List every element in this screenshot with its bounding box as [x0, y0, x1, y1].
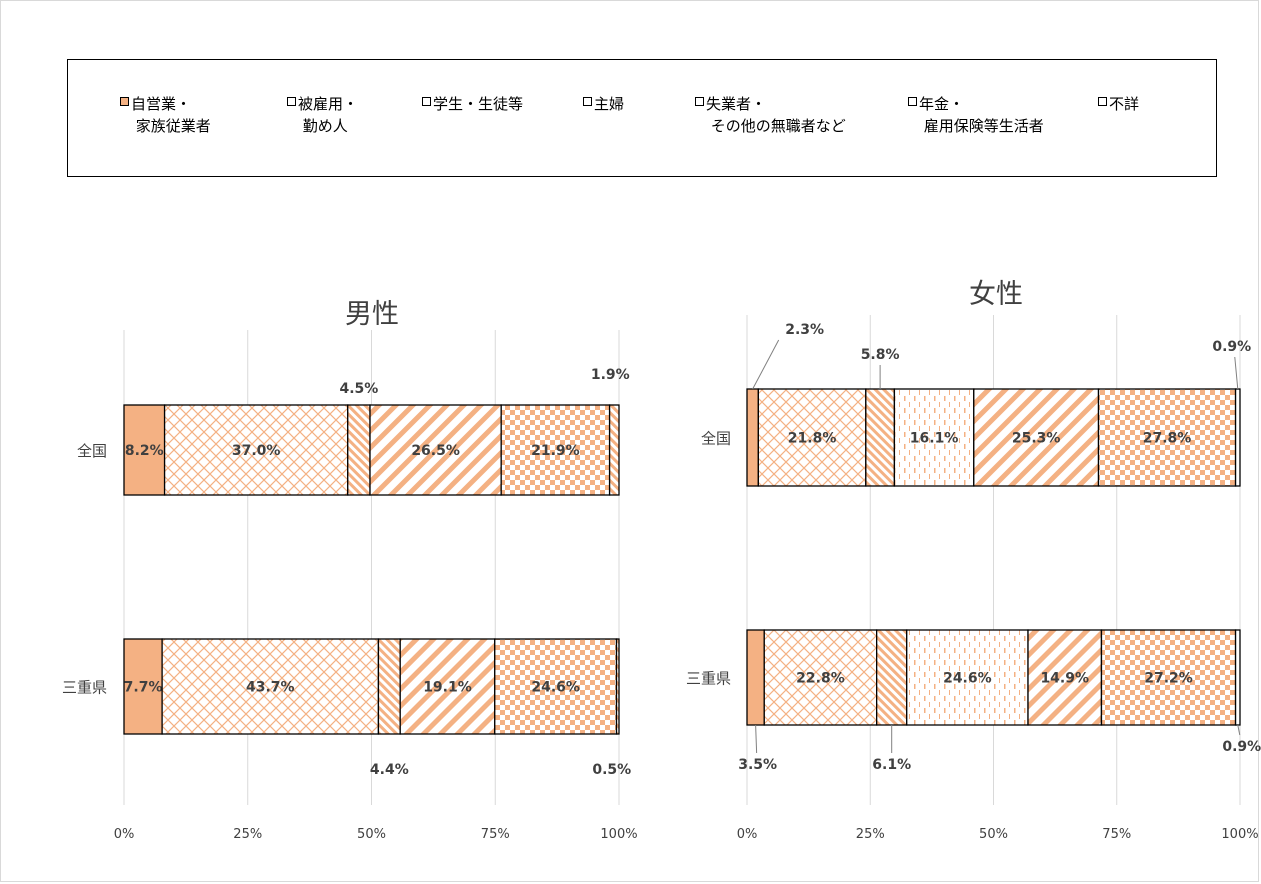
data-label: 7.7%: [124, 680, 163, 696]
x-tick-label: 50%: [357, 827, 386, 842]
data-label: 19.1%: [423, 680, 472, 696]
data-label: 26.5%: [411, 443, 460, 459]
bar-segment: [163, 404, 349, 496]
data-label: 2.3%: [785, 322, 824, 338]
bar-segment: [1234, 629, 1241, 726]
data-label: 22.8%: [796, 671, 845, 687]
x-tick-label: 0%: [114, 827, 135, 842]
bar-segment: [494, 638, 618, 735]
legend-item: 年金・ 雇用保険等生活者: [908, 93, 1044, 137]
data-label: 43.7%: [246, 680, 295, 696]
bar-segment: [893, 388, 975, 487]
x-tick-label: 25%: [856, 827, 885, 842]
chart-title-male: 男性: [345, 299, 399, 330]
chart-title-female: 女性: [969, 279, 1023, 310]
legend-item: 学生・生徒等: [422, 93, 523, 115]
bar-segment: [973, 388, 1100, 487]
label-leader-line: [1237, 724, 1241, 736]
label-leader-line: [1234, 356, 1239, 390]
data-label: 24.6%: [531, 680, 580, 696]
x-tick-label: 75%: [1102, 827, 1131, 842]
x-tick-label: 75%: [481, 827, 510, 842]
data-label: 6.1%: [872, 757, 911, 773]
category-label: 全国: [701, 430, 731, 448]
legend-label: 被雇用・ 勤め人: [298, 95, 359, 135]
bar-segment: [763, 629, 878, 726]
data-label: 24.6%: [943, 671, 992, 687]
category-label: 三重県: [686, 670, 731, 688]
bar-segment: [1234, 388, 1241, 487]
legend-swatch: [908, 97, 917, 106]
bar-segment: [746, 629, 765, 726]
bar-segment: [757, 388, 867, 487]
legend-item: 失業者・ その他の無職者など: [695, 93, 846, 137]
bar-segment: [500, 404, 611, 496]
bar-segment: [123, 638, 163, 735]
bar-segment: [377, 638, 401, 735]
bar-segment: [1100, 629, 1237, 726]
legend-item: 主婦: [583, 93, 624, 115]
bar-segment: [608, 404, 620, 496]
legend-swatch: [422, 97, 431, 106]
legend: 自営業・ 家族従業者 被雇用・ 勤め人 学生・生徒等 主婦 失業者・ その他の無職者など…: [67, 59, 1217, 177]
data-label: 3.5%: [738, 757, 777, 773]
legend-swatch: [287, 97, 296, 106]
legend-label: 自営業・ 家族従業者: [131, 95, 211, 135]
bar-segment: [906, 629, 1029, 726]
bar-segment: [347, 404, 371, 496]
x-tick-label: 50%: [979, 827, 1008, 842]
legend-swatch: [1098, 97, 1107, 106]
bar-segment: [615, 638, 620, 735]
data-label: 0.5%: [592, 762, 631, 778]
category-label: 三重県: [62, 679, 107, 697]
data-label: 21.8%: [788, 431, 837, 447]
data-label: 27.2%: [1144, 671, 1193, 687]
bar-segment: [865, 388, 896, 487]
legend-swatch: [583, 97, 592, 106]
label-leader-line: [755, 724, 758, 754]
bar-segment: [1027, 629, 1103, 726]
legend-item: 被雇用・ 勤め人: [287, 93, 358, 137]
data-label: 8.2%: [125, 443, 164, 459]
data-label: 37.0%: [232, 443, 281, 459]
data-label: 4.4%: [370, 762, 409, 778]
legend-label: 学生・生徒等: [433, 95, 524, 113]
data-label: 27.8%: [1143, 431, 1192, 447]
bar-segment: [1097, 388, 1237, 487]
data-label: 4.5%: [339, 381, 378, 397]
data-label: 0.9%: [1222, 739, 1261, 755]
bar-segment: [161, 638, 380, 735]
legend-item: 自営業・ 家族従業者: [120, 93, 211, 137]
x-tick-label: 100%: [600, 827, 637, 842]
category-label: 全国: [77, 442, 107, 460]
legend-swatch: [695, 97, 704, 106]
data-label: 14.9%: [1040, 671, 1089, 687]
x-tick-label: 25%: [233, 827, 262, 842]
bar-segment: [369, 404, 502, 496]
legend-label: 不詳: [1109, 95, 1140, 113]
data-label: 0.9%: [1212, 339, 1251, 355]
data-label: 1.9%: [591, 367, 630, 383]
bar-segment: [876, 629, 908, 726]
bar-segment: [123, 404, 166, 496]
legend-label: 主婦: [594, 95, 625, 113]
legend-label: 失業者・ その他の無職者など: [706, 95, 846, 135]
data-label: 21.9%: [531, 443, 580, 459]
legend-swatch: [120, 97, 129, 106]
x-tick-label: 100%: [1221, 827, 1258, 842]
bar-segment: [746, 388, 759, 487]
bar-segment: [399, 638, 496, 735]
data-label: 16.1%: [910, 431, 959, 447]
label-leader-line: [752, 339, 780, 390]
data-label: 5.8%: [861, 347, 900, 363]
legend-label: 年金・ 雇用保険等生活者: [919, 95, 1044, 135]
x-tick-label: 0%: [737, 827, 758, 842]
data-label: 25.3%: [1012, 431, 1061, 447]
legend-item: 不詳: [1098, 93, 1139, 115]
